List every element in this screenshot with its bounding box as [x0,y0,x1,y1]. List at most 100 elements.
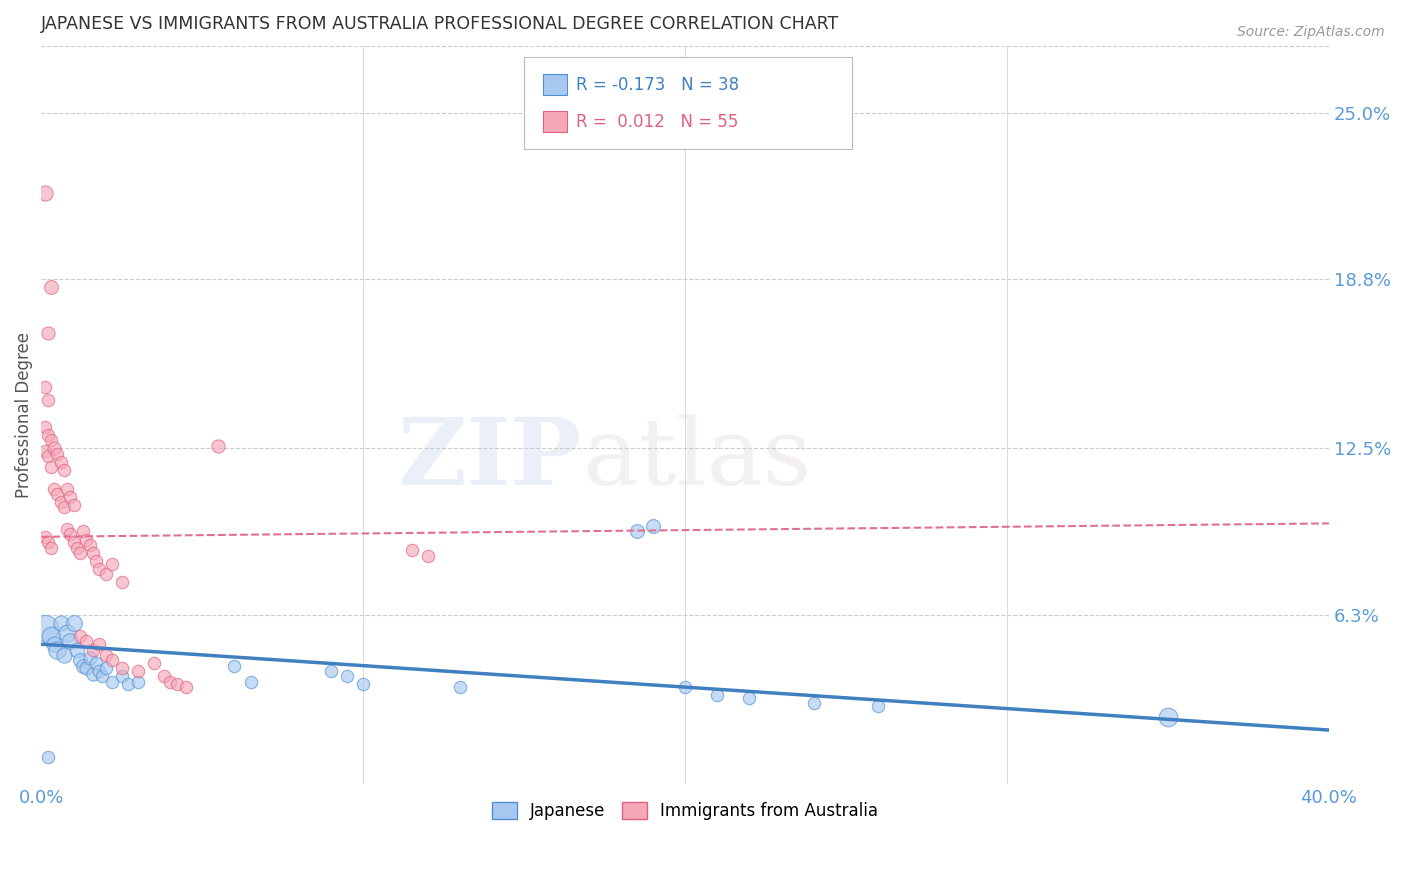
Point [239,674,262,689]
Point [72,524,94,539]
Point [49,455,72,469]
Point [84,656,107,670]
Point [166,677,188,691]
Point [39,541,62,555]
Legend: Japanese, Immigrants from Australia: Japanese, Immigrants from Australia [485,796,886,827]
Point [37,326,59,340]
Point [59,634,82,648]
Point [56,482,79,496]
Point [89,562,111,576]
Point [44,442,66,456]
Point [319,664,342,678]
Point [72,658,94,673]
Point [34,379,56,393]
Point [52,500,75,515]
Point [34,419,56,434]
FancyBboxPatch shape [544,112,567,132]
Point [82,642,104,657]
Point [152,669,174,683]
Point [59,490,82,504]
Point [101,674,124,689]
Point [127,664,149,678]
Point [706,688,728,702]
FancyBboxPatch shape [524,57,852,149]
Point [111,669,134,683]
Point [803,696,825,710]
Point [39,629,62,643]
Point [34,444,56,458]
Text: R =  0.012   N = 55: R = 0.012 N = 55 [575,112,738,131]
Point [101,653,124,667]
Text: R = -0.173   N = 38: R = -0.173 N = 38 [575,76,738,94]
Point [52,463,75,477]
Point [66,642,89,657]
Point [673,680,696,694]
Point [111,661,134,675]
Point [117,677,139,691]
Point [82,666,104,681]
Point [34,186,56,201]
Point [69,653,91,667]
Point [94,648,117,662]
Point [91,669,114,683]
Point [207,439,229,453]
Y-axis label: Professional Degree: Professional Degree [15,332,32,498]
Point [127,674,149,689]
Point [82,546,104,560]
FancyBboxPatch shape [544,74,567,95]
Point [84,554,107,568]
Point [111,575,134,590]
Point [62,498,84,512]
Point [37,450,59,464]
Point [174,680,197,694]
Point [94,567,117,582]
Text: ZIP: ZIP [398,414,582,504]
Point [34,530,56,544]
Point [79,650,101,665]
Point [59,527,82,541]
Point [1157,709,1180,723]
Text: atlas: atlas [582,414,811,504]
Point [69,546,91,560]
Point [641,519,664,533]
Point [89,637,111,651]
Point [101,557,124,571]
Point [37,535,59,549]
Point [89,664,111,678]
Point [44,637,66,651]
Point [49,495,72,509]
Point [37,750,59,764]
Point [352,677,374,691]
Point [143,656,166,670]
Point [738,690,761,705]
Point [449,680,471,694]
Point [39,460,62,475]
Point [79,538,101,552]
Point [159,674,181,689]
Point [66,541,89,555]
Point [39,280,62,294]
Text: JAPANESE VS IMMIGRANTS FROM AUSTRALIA PROFESSIONAL DEGREE CORRELATION CHART: JAPANESE VS IMMIGRANTS FROM AUSTRALIA PR… [41,15,839,33]
Point [37,392,59,407]
Point [94,661,117,675]
Point [62,615,84,630]
Point [49,615,72,630]
Point [336,669,359,683]
Point [56,522,79,536]
Point [401,543,423,558]
Point [44,482,66,496]
Point [46,487,69,501]
Point [39,433,62,447]
Point [37,427,59,442]
Point [868,698,890,713]
Point [46,447,69,461]
Point [69,629,91,643]
Point [75,661,97,675]
Point [75,634,97,648]
Point [56,626,79,640]
Point [52,648,75,662]
Point [46,642,69,657]
Text: Source: ZipAtlas.com: Source: ZipAtlas.com [1237,25,1385,39]
Point [416,549,439,563]
Point [626,524,648,539]
